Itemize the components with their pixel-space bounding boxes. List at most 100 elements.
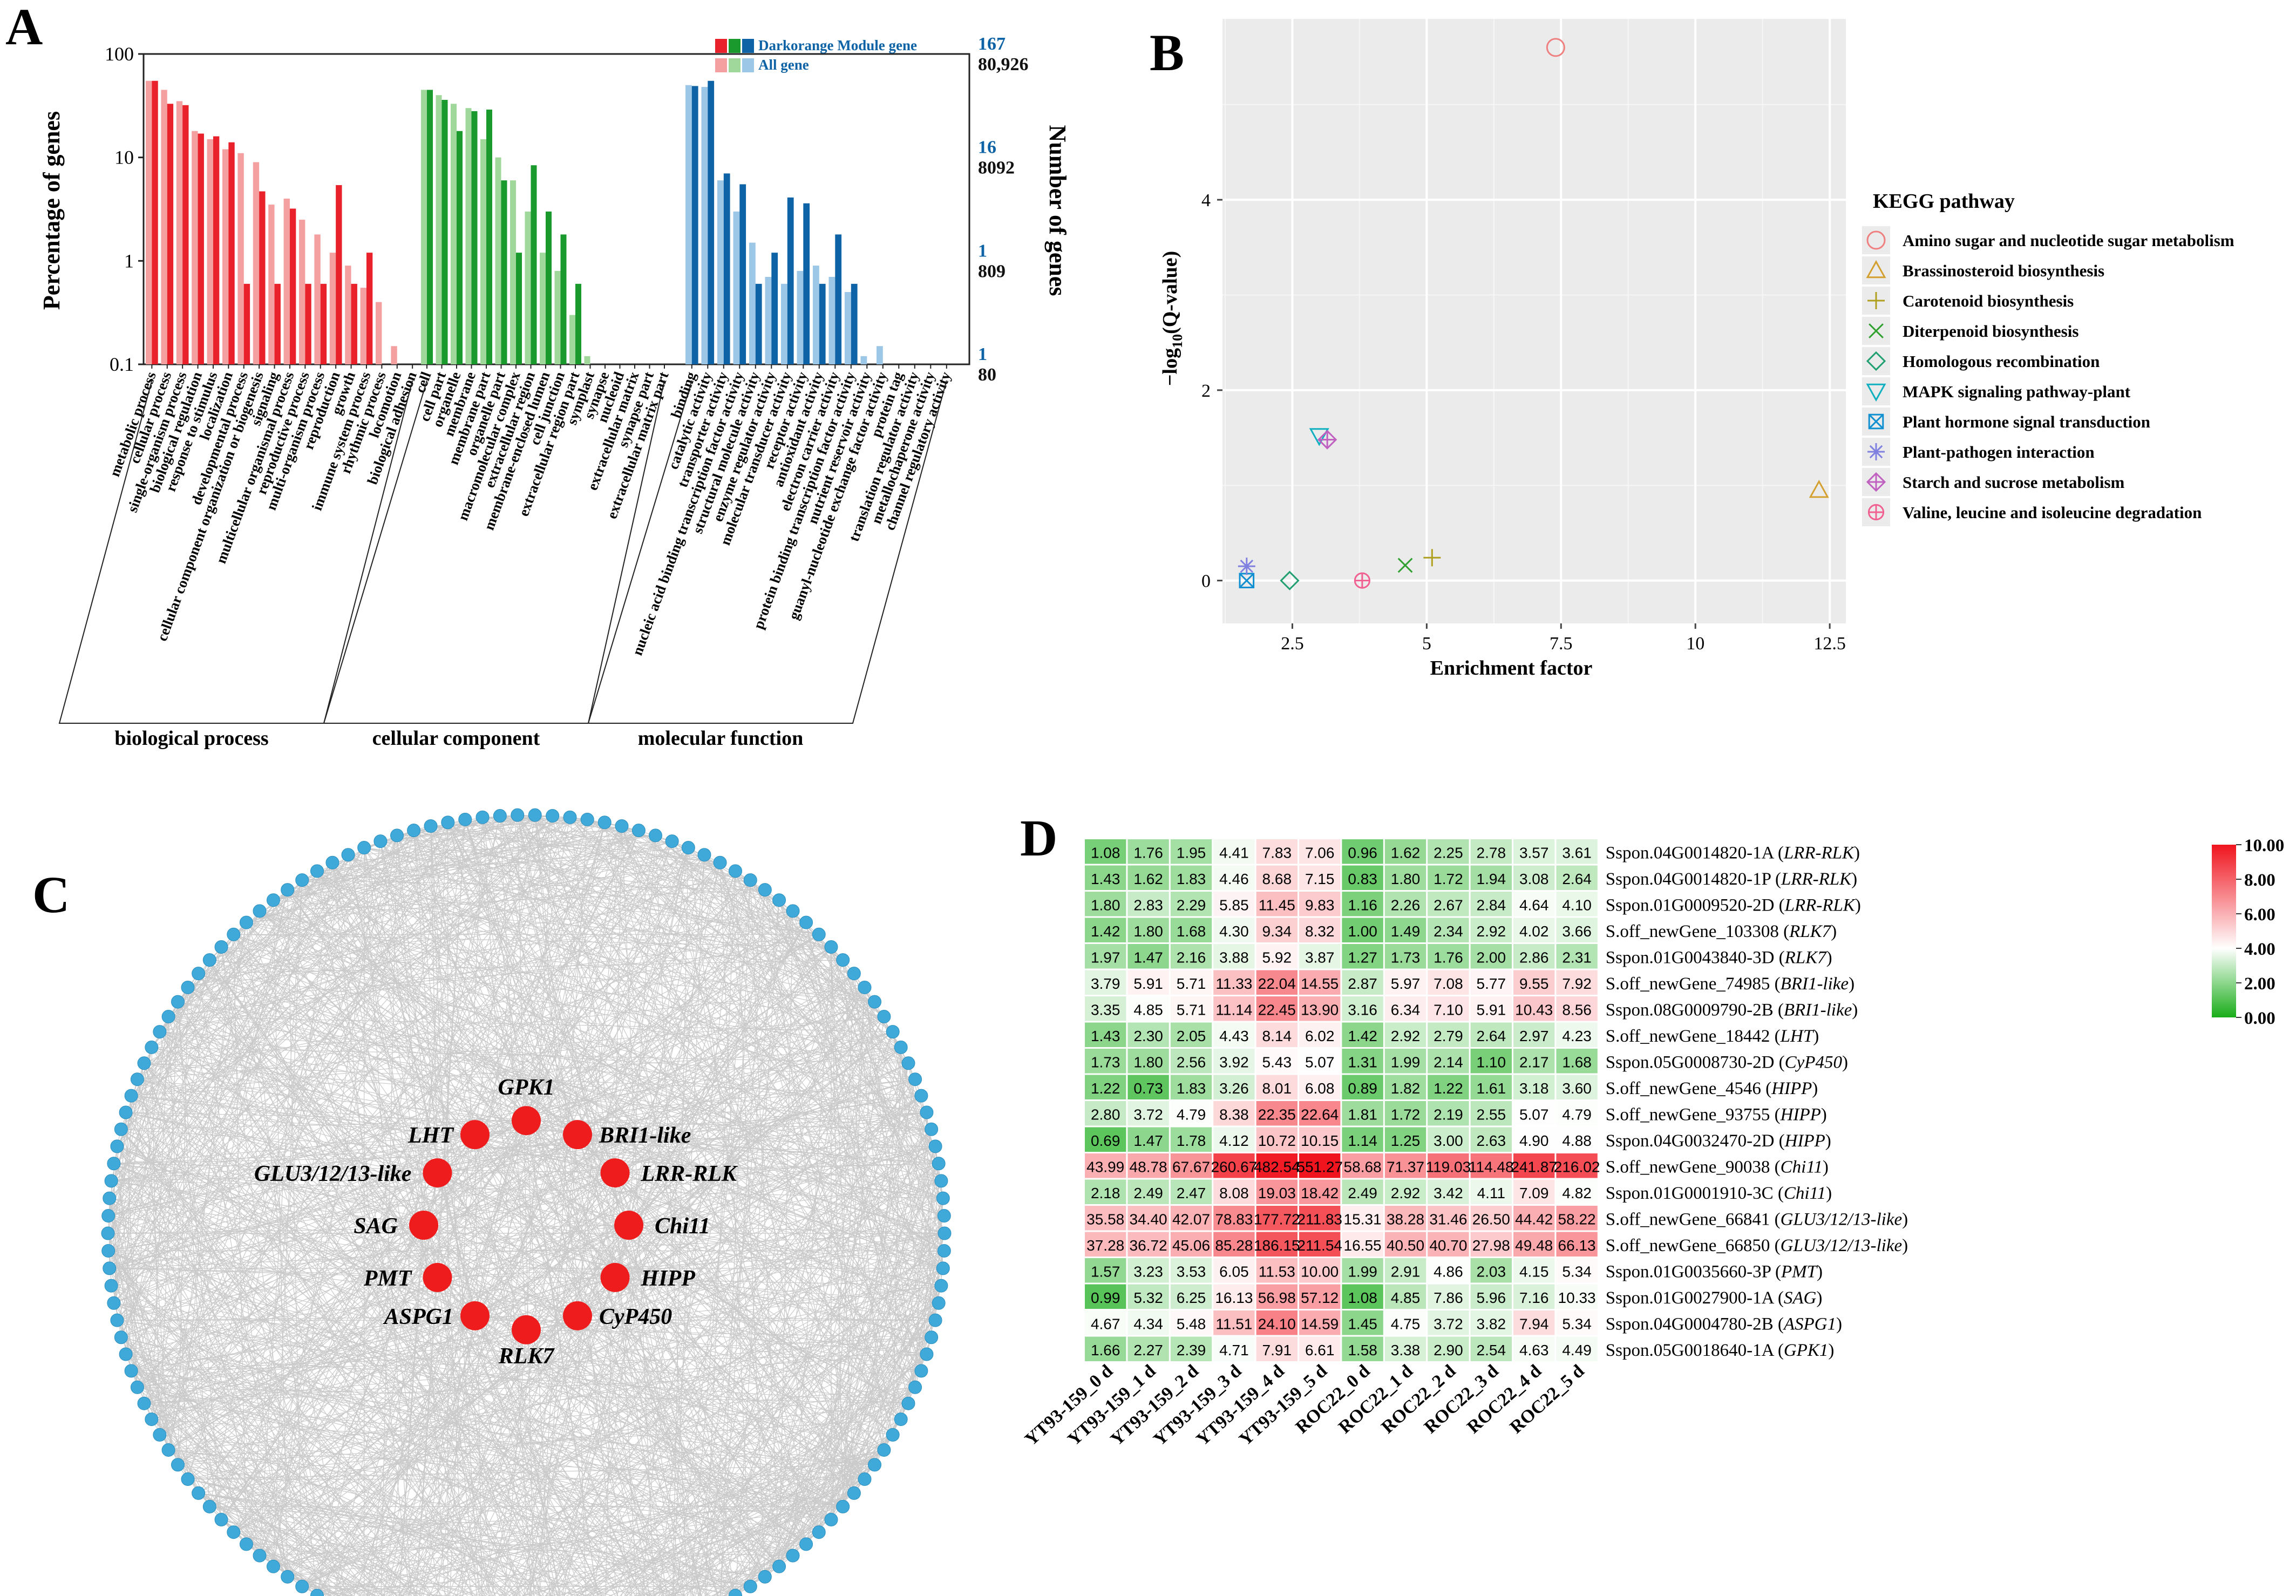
heatmap-cell-value: 40.50	[1387, 1237, 1424, 1254]
bar-module-organelle-part	[501, 180, 507, 364]
heatmap-cell-value: 7.16	[1519, 1289, 1549, 1306]
heatmap-cell	[1513, 970, 1555, 995]
heatmap-cell	[1428, 1153, 1469, 1178]
panel-b-x-axis-label: Enrichment factor	[1430, 657, 1593, 680]
outer-node	[110, 1313, 124, 1327]
heatmap-cell-value: 2.05	[1177, 1028, 1206, 1044]
heatmap-cell	[1299, 1127, 1341, 1152]
heatmap-cell-value: 8.14	[1262, 1028, 1292, 1044]
bar-module-cell	[427, 90, 433, 365]
heatmap-cell-value: 2.56	[1177, 1054, 1206, 1070]
heatmap-cell	[1513, 1179, 1555, 1204]
scatter-point	[1546, 38, 1565, 57]
heatmap-cell	[1342, 1258, 1383, 1283]
colorbar-tick-label: 4.00	[2244, 940, 2275, 959]
legend-swatch-mf-all	[742, 58, 754, 72]
heatmap-cell	[1428, 1022, 1469, 1047]
heatmap-cell	[1127, 1127, 1169, 1152]
heatmap-cell-value: 8.32	[1305, 923, 1335, 940]
outer-node	[110, 1139, 124, 1153]
heatmap-cell	[1299, 865, 1341, 890]
heatmap-cell-value: 4.34	[1133, 1315, 1163, 1332]
heatmap-cell-value: 7.83	[1262, 844, 1292, 861]
outer-node	[325, 855, 339, 870]
heatmap-cell	[1256, 1075, 1298, 1099]
heatmap-cell-value: 3.00	[1434, 1132, 1463, 1149]
outer-node	[114, 1122, 128, 1136]
heatmap-cell	[1384, 892, 1426, 916]
heatmap-cell-value: 3.26	[1219, 1080, 1249, 1097]
legend-entry-label: Brassinosteroid biosynthesis	[1903, 261, 2104, 280]
heatmap-cell	[1299, 1022, 1341, 1047]
network-outer-nodes	[101, 808, 952, 1596]
heatmap-cell-value: 2.79	[1434, 1028, 1463, 1044]
heatmap-cell	[1085, 970, 1126, 995]
heatmap-row-label: S.off_newGene_93755 (HIPP)	[1606, 1105, 1827, 1124]
heatmap-cell	[1513, 1101, 1555, 1126]
heatmap-cell-value: 27.98	[1472, 1237, 1510, 1254]
outer-node	[786, 904, 800, 918]
heatmap-cell	[1085, 1022, 1126, 1047]
heatmap-cell-value: 3.16	[1348, 1001, 1377, 1018]
bar-module-binding	[691, 86, 698, 364]
heatmap-cell	[1470, 1232, 1512, 1257]
heatmap-cell	[1384, 1179, 1426, 1204]
heatmap-cell-value: 7.91	[1262, 1342, 1292, 1359]
heatmap-cell-value: 56.98	[1258, 1289, 1296, 1306]
heatmap-cell	[1556, 865, 1598, 890]
outer-node	[877, 1443, 891, 1457]
outer-node	[914, 1364, 928, 1378]
legend-entry-label: Carotenoid biosynthesis	[1903, 291, 2074, 310]
bar-module-reproduction	[336, 185, 342, 364]
heatmap-cell-value: 10.72	[1258, 1132, 1296, 1149]
heatmap-cell	[1428, 970, 1469, 995]
outer-node	[563, 810, 577, 824]
heatmap-cell	[1428, 1127, 1469, 1152]
heatmap-cell-value: 3.72	[1434, 1315, 1463, 1332]
scatter-point	[1309, 428, 1329, 446]
outer-node	[373, 834, 388, 848]
bar-all-reproductive-process	[299, 220, 305, 364]
heatmap-cell	[1170, 1049, 1212, 1074]
heatmap-cell-value: 2.39	[1177, 1342, 1206, 1359]
hub-node	[614, 1211, 643, 1240]
heatmap-cell-value: 1.94	[1477, 871, 1506, 887]
heatmap-cell	[1127, 970, 1169, 995]
panel-label-d: D	[1020, 809, 1057, 867]
legend-marker	[1866, 351, 1886, 371]
outer-node	[868, 1458, 882, 1472]
outer-node	[310, 1588, 324, 1596]
heatmap-cell-value: 6.08	[1305, 1080, 1335, 1097]
heatmap-row-label: S.off_newGene_4546 (HIPP)	[1606, 1079, 1818, 1098]
heatmap-cell-value: 10.15	[1301, 1132, 1339, 1149]
panel-a-right-axis-label: Number of genes	[1044, 125, 1071, 296]
heatmap-cell	[1470, 1206, 1512, 1231]
heatmap-cell	[1428, 1336, 1469, 1361]
heatmap-cell	[1384, 1127, 1426, 1152]
heatmap-cell-value: 8.08	[1219, 1185, 1249, 1201]
outer-node	[936, 1191, 950, 1205]
outer-node	[107, 1157, 121, 1171]
heatmap-cell-value: 241.87	[1511, 1158, 1557, 1175]
panel-a-legend: Darkorange Module gene All gene	[715, 37, 917, 73]
hub-label: ASPG1	[383, 1305, 453, 1329]
heatmap-cell-value: 5.48	[1177, 1315, 1206, 1332]
legend-marker	[1866, 472, 1886, 492]
bar-all-macromolecular-complex	[510, 180, 516, 364]
heatmap-cell-value: 2.92	[1391, 1028, 1421, 1044]
heatmap-cell	[1127, 1153, 1169, 1178]
hub-label: RLK7	[498, 1344, 555, 1369]
outer-node	[812, 927, 826, 941]
heatmap-cell	[1470, 1022, 1512, 1047]
heatmap-cell-value: 2.00	[1477, 949, 1506, 966]
heatmap-cell	[1170, 839, 1212, 864]
heatmap-cell-value: 6.34	[1391, 1001, 1421, 1018]
heatmap-cell-value: 1.72	[1391, 1106, 1421, 1123]
bar-all-cell-part	[436, 95, 442, 364]
heatmap-cell-value: 45.06	[1172, 1237, 1210, 1254]
heatmap-cell	[1085, 996, 1126, 1021]
bar-all-transporter-activity	[717, 180, 724, 364]
hub-node	[409, 1211, 438, 1240]
heatmap-row-label: Sspon.04G0014820-1A (LRR-RLK)	[1606, 843, 1860, 862]
